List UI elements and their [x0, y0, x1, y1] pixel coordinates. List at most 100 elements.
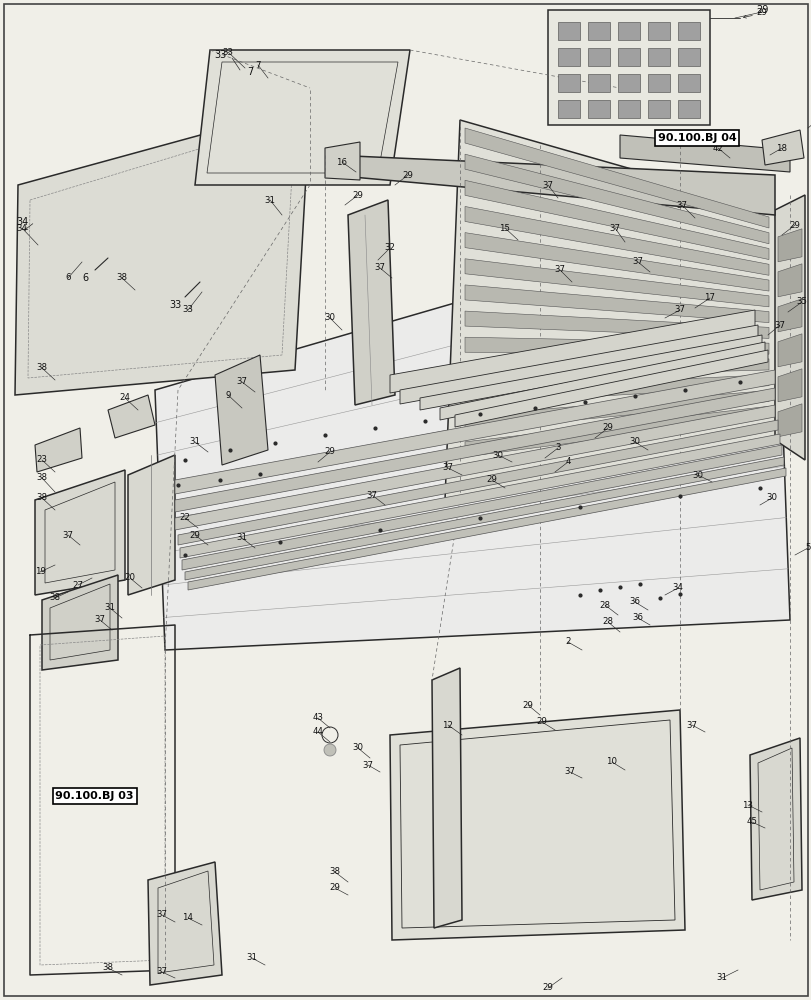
- Polygon shape: [547, 10, 709, 125]
- Circle shape: [324, 744, 336, 756]
- Polygon shape: [777, 404, 801, 437]
- Text: 37: 37: [442, 464, 453, 473]
- Text: 38: 38: [36, 493, 47, 502]
- Text: 12: 12: [442, 720, 453, 729]
- Polygon shape: [329, 155, 774, 215]
- Text: 13: 13: [741, 800, 753, 809]
- Text: 4: 4: [564, 458, 570, 466]
- Text: 31: 31: [189, 438, 200, 446]
- Polygon shape: [215, 355, 268, 465]
- Polygon shape: [777, 229, 801, 262]
- Text: 29: 29: [602, 424, 612, 432]
- Text: 38: 38: [36, 363, 47, 372]
- Text: 6: 6: [65, 273, 71, 282]
- Polygon shape: [42, 575, 118, 670]
- Text: 44: 44: [312, 727, 323, 736]
- Polygon shape: [557, 100, 579, 118]
- Polygon shape: [465, 311, 768, 338]
- Text: 29: 29: [189, 530, 200, 540]
- Text: 37: 37: [676, 201, 687, 210]
- Polygon shape: [647, 48, 669, 66]
- Polygon shape: [440, 342, 764, 420]
- Polygon shape: [419, 335, 761, 410]
- Text: 29: 29: [486, 476, 497, 485]
- Polygon shape: [465, 154, 768, 244]
- Text: 6: 6: [82, 273, 88, 283]
- Text: 37: 37: [674, 306, 684, 314]
- Polygon shape: [557, 22, 579, 40]
- Polygon shape: [465, 206, 768, 275]
- Text: 37: 37: [564, 768, 575, 776]
- Text: 37: 37: [609, 224, 620, 233]
- Polygon shape: [647, 100, 669, 118]
- Text: 27: 27: [72, 580, 84, 589]
- Text: 37: 37: [236, 377, 247, 386]
- Text: 30: 30: [492, 450, 503, 460]
- Text: 2: 2: [564, 638, 570, 646]
- Polygon shape: [774, 195, 804, 460]
- Text: 31: 31: [105, 603, 115, 612]
- Polygon shape: [465, 337, 768, 354]
- Polygon shape: [749, 738, 801, 900]
- Text: 37: 37: [62, 530, 74, 540]
- Text: 35: 35: [796, 298, 806, 306]
- Text: 19: 19: [35, 568, 45, 576]
- Text: 38: 38: [36, 474, 47, 483]
- Polygon shape: [465, 259, 768, 307]
- Text: 14: 14: [182, 913, 193, 922]
- Text: 32: 32: [384, 243, 395, 252]
- Text: 37: 37: [157, 910, 167, 919]
- Polygon shape: [175, 405, 774, 530]
- Text: 30: 30: [766, 493, 777, 502]
- Polygon shape: [617, 22, 639, 40]
- Text: 37: 37: [94, 615, 105, 624]
- Polygon shape: [647, 74, 669, 92]
- Text: 7: 7: [255, 61, 260, 70]
- Polygon shape: [185, 457, 783, 580]
- Polygon shape: [465, 390, 768, 431]
- Text: 33: 33: [169, 300, 181, 310]
- Text: 29: 29: [352, 191, 363, 200]
- Polygon shape: [108, 395, 155, 438]
- Text: 37: 37: [542, 181, 553, 190]
- Polygon shape: [465, 128, 768, 228]
- Text: 9: 9: [225, 390, 230, 399]
- Text: 29: 29: [788, 221, 800, 230]
- Polygon shape: [777, 369, 801, 402]
- Text: 33: 33: [213, 50, 225, 60]
- Polygon shape: [587, 48, 609, 66]
- Polygon shape: [617, 48, 639, 66]
- Text: 45: 45: [745, 817, 757, 826]
- Polygon shape: [431, 668, 461, 928]
- Text: 30: 30: [324, 314, 335, 322]
- Polygon shape: [587, 22, 609, 40]
- Text: 36: 36: [632, 613, 642, 622]
- Text: 38: 38: [102, 963, 114, 972]
- Text: 43: 43: [312, 713, 323, 722]
- Polygon shape: [587, 100, 609, 118]
- Text: 10: 10: [606, 758, 616, 766]
- Polygon shape: [677, 22, 699, 40]
- Text: 34: 34: [16, 224, 28, 233]
- Text: 30: 30: [352, 743, 363, 752]
- Text: 29: 29: [329, 884, 340, 892]
- Polygon shape: [777, 299, 801, 332]
- Text: 34: 34: [672, 584, 683, 592]
- Polygon shape: [454, 350, 767, 427]
- Text: 33: 33: [182, 306, 193, 314]
- Text: 28: 28: [599, 600, 610, 609]
- Text: 37: 37: [366, 490, 377, 499]
- Text: 5: 5: [805, 544, 809, 552]
- Polygon shape: [620, 135, 789, 172]
- Text: 20: 20: [124, 574, 135, 582]
- Polygon shape: [465, 406, 768, 457]
- Text: 31: 31: [247, 953, 257, 962]
- Text: 16: 16: [336, 158, 347, 167]
- Polygon shape: [587, 74, 609, 92]
- Polygon shape: [677, 74, 699, 92]
- Text: 15: 15: [499, 224, 510, 233]
- Text: 38: 38: [116, 273, 127, 282]
- Polygon shape: [647, 22, 669, 40]
- Text: 37: 37: [554, 265, 564, 274]
- Text: 33: 33: [222, 48, 234, 57]
